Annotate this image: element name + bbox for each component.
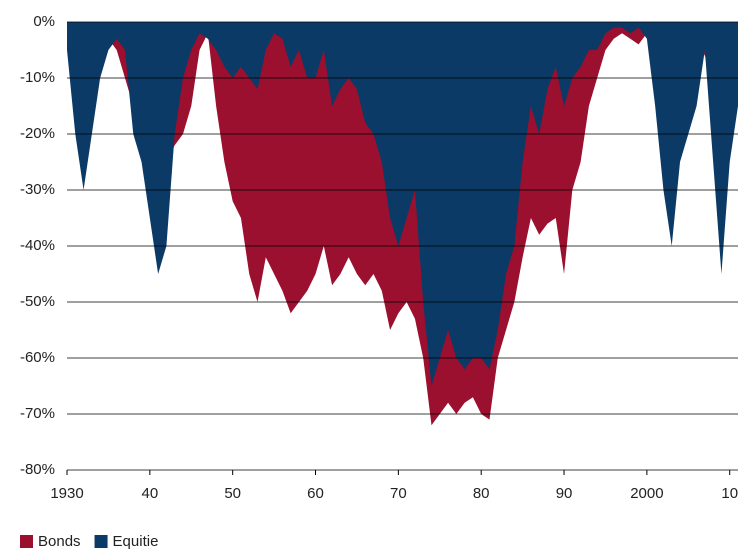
x-tick-label: 60 [307, 485, 324, 502]
x-tick-label: 90 [556, 485, 573, 502]
y-tick-label: -70% [20, 405, 55, 422]
legend-label: Bonds [38, 533, 81, 550]
x-tick-label: 50 [224, 485, 241, 502]
x-tick-label: 2000 [630, 485, 663, 502]
y-tick-label: -80% [20, 461, 55, 478]
y-tick-label: -20% [20, 125, 55, 142]
x-tick-label: 40 [141, 485, 158, 502]
y-tick-label: -60% [20, 349, 55, 366]
x-tick-label: 70 [390, 485, 407, 502]
y-tick-label: -40% [20, 237, 55, 254]
x-tick-label: 10 [721, 485, 738, 502]
y-tick-label: -10% [20, 69, 55, 86]
area-1 [67, 22, 738, 386]
y-tick-label: -30% [20, 181, 55, 198]
y-tick-label: -50% [20, 293, 55, 310]
legend-label: Equitie [113, 533, 159, 550]
legend-swatch [20, 535, 33, 548]
x-tick-label: 80 [473, 485, 490, 502]
x-tick-label: 1930 [50, 485, 83, 502]
y-tick-label: 0% [33, 13, 55, 30]
legend-swatch [94, 535, 108, 548]
